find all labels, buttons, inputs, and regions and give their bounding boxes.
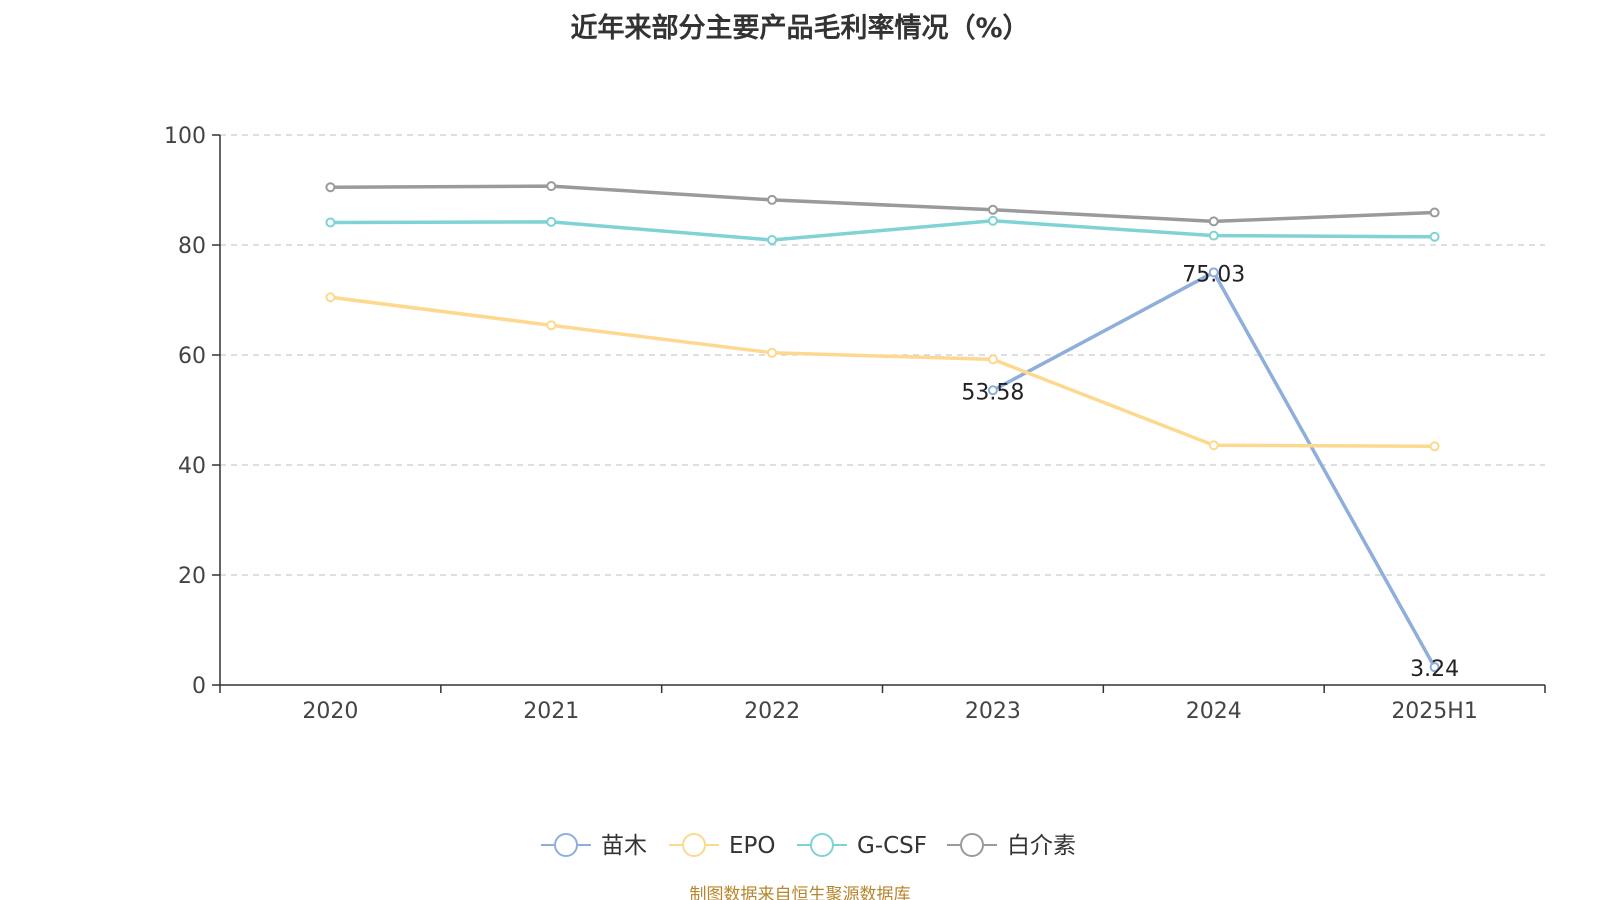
data-point	[767, 347, 778, 358]
x-tick-label: 2020	[302, 699, 358, 724]
x-tick-label: 2021	[523, 699, 579, 724]
data-point	[325, 182, 336, 193]
x-tick-label: 2025H1	[1391, 699, 1478, 724]
data-point	[767, 235, 778, 246]
data-point	[1429, 662, 1440, 673]
data-point	[1429, 231, 1440, 242]
data-point	[987, 204, 998, 215]
source-note: 制图数据来自恒生聚源数据库	[689, 885, 911, 900]
data-point	[546, 216, 557, 227]
legend-item-3[interactable]: 白介素	[947, 833, 1076, 859]
y-tick-label: 20	[178, 564, 206, 589]
legend-label: EPO	[729, 833, 776, 859]
y-tick-label: 0	[192, 674, 206, 699]
y-tick-label: 100	[164, 124, 206, 149]
axes: 0 20 40 60 80 100 2020 2021 2022 2023 2024 2025H1	[164, 124, 1546, 724]
series-line-1	[330, 295, 1435, 449]
legend-label: G-CSF	[857, 833, 927, 859]
data-point	[1429, 441, 1440, 452]
chart-title: 近年来部分主要产品毛利率情况（%）	[570, 13, 1030, 44]
data-point	[987, 215, 998, 226]
data-point	[1208, 230, 1219, 241]
data-label: 75.03	[1182, 262, 1245, 287]
y-tick-label: 80	[178, 234, 206, 259]
data-point	[325, 292, 336, 303]
x-tick-label: 2022	[744, 699, 800, 724]
data-labels: 53.58 75.03 3.24	[961, 262, 1459, 682]
legend-marker	[682, 833, 706, 857]
legend-label: 白介素	[1007, 833, 1076, 859]
series-line-2	[330, 219, 1435, 242]
legend-marker	[960, 833, 984, 857]
series-line-3	[330, 184, 1435, 224]
x-tick-label: 2024	[1186, 699, 1242, 724]
legend-label: 苗木	[601, 833, 647, 859]
data-point	[1208, 216, 1219, 227]
data-point	[546, 181, 557, 192]
data-label: 53.58	[961, 380, 1024, 405]
data-point	[325, 217, 336, 228]
legend-marker	[554, 833, 578, 857]
series-line-0	[992, 270, 1437, 669]
legend-item-2[interactable]: G-CSF	[797, 833, 927, 859]
legend-item-1[interactable]: EPO	[669, 833, 776, 859]
data-point	[546, 320, 557, 331]
y-tick-label: 60	[178, 344, 206, 369]
data-point	[987, 385, 998, 396]
legend-item-0[interactable]: 苗木	[541, 833, 647, 859]
data-point	[767, 194, 778, 205]
data-point	[1208, 440, 1219, 451]
series-lines	[325, 181, 1440, 673]
data-label: 3.24	[1410, 657, 1459, 682]
x-tick-label: 2023	[965, 699, 1021, 724]
data-point	[1208, 267, 1219, 278]
legend[interactable]: 苗木 EPO G-CSF 白介素	[541, 833, 1076, 859]
legend-marker	[810, 833, 834, 857]
data-point	[987, 354, 998, 365]
data-point	[1429, 207, 1440, 218]
y-tick-label: 40	[178, 454, 206, 479]
